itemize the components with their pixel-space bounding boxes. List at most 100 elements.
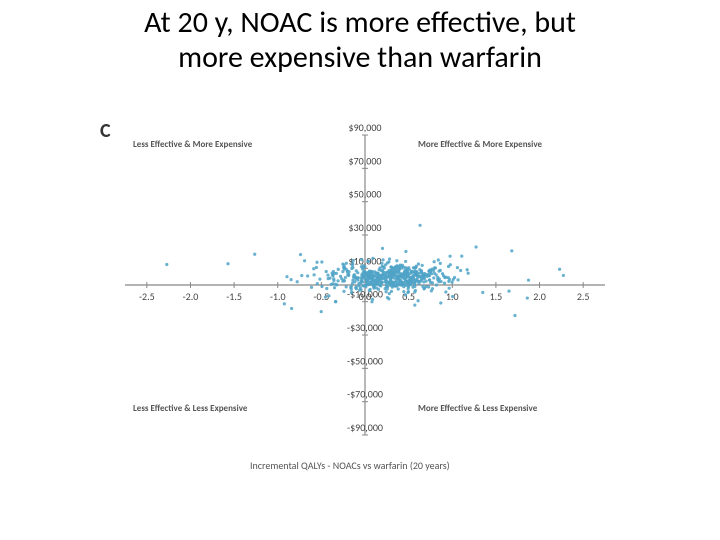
- scatter-point: [296, 280, 299, 283]
- scatter-point: [362, 284, 365, 287]
- scatter-point: [402, 277, 405, 280]
- scatter-point: [320, 285, 323, 288]
- title-line-1: At 20 y, NOAC is more effective, but: [144, 4, 576, 41]
- scatter-point: [481, 291, 484, 294]
- scatter-point: [352, 276, 355, 279]
- scatter-point: [316, 282, 319, 285]
- scatter-point: [526, 296, 529, 299]
- scatter-point: [459, 269, 462, 272]
- scatter-point: [411, 286, 414, 289]
- scatter-point: [380, 262, 383, 265]
- scatter-point: [395, 259, 398, 262]
- scatter-point: [373, 279, 376, 282]
- scatter-point: [416, 299, 419, 302]
- scatter-point: [400, 273, 403, 276]
- svg-text:-$70,000: -$70,000: [347, 388, 383, 401]
- scatter-point: [389, 280, 392, 283]
- scatter-point: [300, 274, 303, 277]
- svg-text:$90,000: $90,000: [349, 121, 382, 134]
- scatter-point: [404, 273, 407, 276]
- scatter-point: [406, 291, 409, 294]
- scatter-point: [432, 269, 435, 272]
- scatter-point: [388, 271, 391, 274]
- scatter-point: [331, 272, 334, 275]
- scatter-point: [342, 264, 345, 267]
- scatter-point: [290, 278, 293, 281]
- svg-text:-1.0: -1.0: [270, 290, 286, 303]
- scatter-point: [460, 255, 463, 258]
- svg-text:-$90,000: -$90,000: [347, 421, 383, 434]
- svg-text:-2.0: -2.0: [183, 290, 199, 303]
- scatter-point: [448, 287, 451, 290]
- scatter-point: [352, 259, 355, 262]
- scatter-point: [467, 272, 470, 275]
- svg-text:2.0: 2.0: [533, 290, 546, 303]
- scatter-point: [346, 269, 349, 272]
- scatter-point: [444, 276, 447, 279]
- scatter-point: [332, 277, 335, 280]
- scatter-point: [351, 263, 354, 266]
- scatter-point: [422, 277, 425, 280]
- scatter-point: [441, 272, 444, 275]
- chart-container: C Less Effective & More Expensive More E…: [100, 115, 630, 485]
- scatter-point: [367, 260, 370, 263]
- scatter-point: [421, 264, 424, 267]
- scatter-point: [370, 300, 373, 303]
- scatter-point: [388, 257, 391, 260]
- scatter-point: [327, 277, 330, 280]
- scatter-point: [331, 282, 334, 285]
- scatter-point: [437, 258, 440, 261]
- svg-text:$30,000: $30,000: [349, 221, 382, 234]
- scatter-point: [404, 250, 407, 253]
- scatter-point: [390, 268, 393, 271]
- scatter-point: [451, 295, 454, 298]
- scatter-point: [390, 276, 393, 279]
- scatter-point: [415, 278, 418, 281]
- scatter-point: [325, 287, 328, 290]
- scatter-point: [320, 310, 323, 313]
- scatter-point: [414, 269, 417, 272]
- scatter-point: [435, 283, 438, 286]
- scatter-point: [422, 287, 425, 290]
- scatter-point: [165, 263, 168, 266]
- scatter-point: [374, 271, 377, 274]
- scatter-point: [428, 274, 431, 277]
- scatter-point: [342, 290, 345, 293]
- scatter-point: [456, 266, 459, 269]
- scatter-point: [513, 314, 516, 317]
- scatter-point: [408, 279, 411, 282]
- svg-text:2.5: 2.5: [577, 290, 590, 303]
- scatter-point: [350, 291, 353, 294]
- scatter-point: [381, 247, 384, 250]
- scatter-point: [431, 287, 434, 290]
- x-axis-label: Incremental QALYs - NOACs vs warfarin (2…: [250, 459, 450, 472]
- scatter-point: [397, 287, 400, 290]
- scatter-point: [439, 262, 442, 265]
- scatter-point: [412, 277, 415, 280]
- scatter-point: [402, 265, 405, 268]
- scatter-point: [401, 283, 404, 286]
- scatter-point: [285, 275, 288, 278]
- scatter-point: [315, 261, 318, 264]
- scatter-point: [466, 268, 469, 271]
- scatter-point: [335, 272, 338, 275]
- scatter-point: [324, 295, 327, 298]
- scatter-point: [385, 285, 388, 288]
- scatter-point: [397, 281, 400, 284]
- scatter-point: [402, 290, 405, 293]
- scatter-point: [303, 259, 306, 262]
- scatter-point: [507, 290, 510, 293]
- scatter-point: [336, 279, 339, 282]
- scatter-point: [456, 278, 459, 281]
- scatter-point: [345, 285, 348, 288]
- scatter-point: [380, 278, 383, 281]
- scatter-point: [325, 270, 328, 273]
- scatter-point: [320, 260, 323, 263]
- scatter-point: [356, 271, 359, 274]
- scatter-point: [448, 255, 451, 258]
- scatter-point: [372, 287, 375, 290]
- scatter-point: [394, 280, 397, 283]
- scatter-point: [444, 290, 447, 293]
- scatter-point: [413, 304, 416, 307]
- slide-title: At 20 y, NOAC is more effective, but mor…: [30, 6, 690, 75]
